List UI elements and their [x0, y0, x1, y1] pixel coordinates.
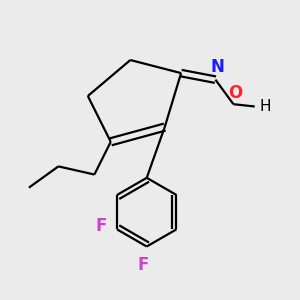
Text: F: F — [96, 217, 107, 235]
Text: O: O — [228, 84, 242, 102]
Text: F: F — [138, 256, 149, 274]
Text: N: N — [210, 58, 224, 76]
Text: H: H — [260, 99, 271, 114]
